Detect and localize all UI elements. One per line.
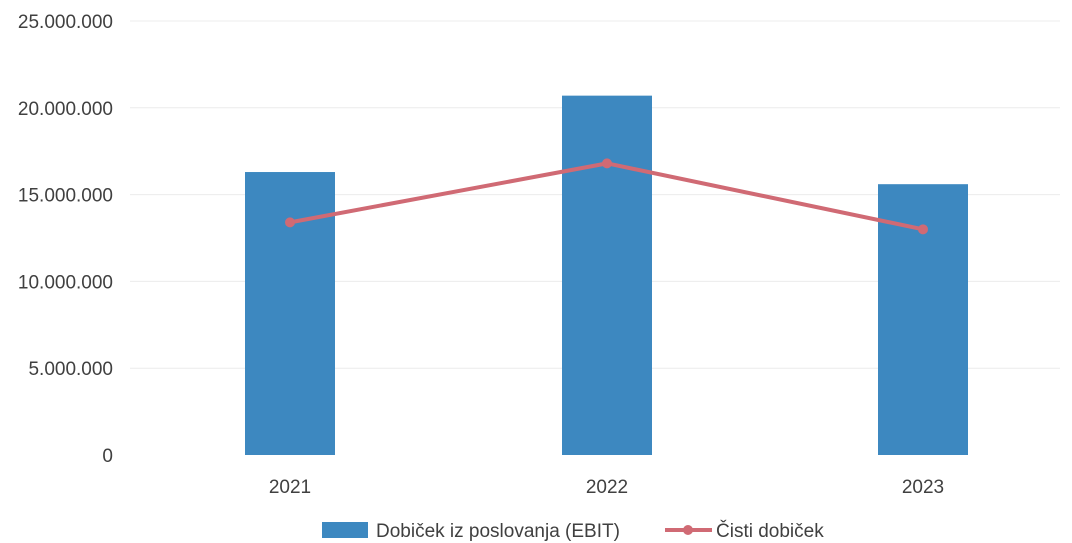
legend-ebit-swatch (322, 522, 368, 538)
x-tick-label: 2022 (586, 477, 628, 498)
legend-net-profit-marker (683, 525, 693, 535)
y-tick-label: 0 (102, 446, 113, 467)
net-profit-line (285, 158, 928, 235)
legend: Dobiček iz poslovanja (EBIT) Čisti dobič… (322, 520, 824, 542)
legend-net-profit-label: Čisti dobiček (716, 520, 824, 542)
point-net-profit-2021 (285, 217, 295, 228)
point-net-profit-2023 (918, 224, 928, 235)
y-tick-label: 20.000.000 (18, 99, 113, 120)
y-tick-label: 25.000.000 (18, 12, 113, 33)
ebit-bars (245, 95, 968, 456)
x-axis-ticks: 2021 2022 2023 (269, 477, 944, 498)
bar-ebit-2022 (562, 95, 652, 455)
point-net-profit-2022 (602, 158, 612, 169)
x-tick-label: 2023 (902, 477, 944, 498)
y-tick-label: 10.000.000 (18, 272, 113, 293)
x-tick-label: 2021 (269, 477, 311, 498)
legend-ebit-label: Dobiček iz poslovanja (EBIT) (376, 521, 620, 542)
y-tick-label: 15.000.000 (18, 186, 113, 207)
y-tick-label: 5.000.000 (28, 359, 113, 380)
y-axis-ticks: 0 5.000.000 10.000.000 15.000.000 20.000.000… (18, 12, 113, 467)
